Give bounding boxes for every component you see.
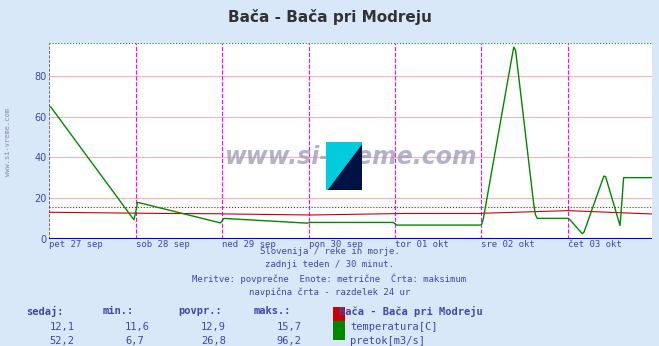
Text: pet 27 sep: pet 27 sep: [49, 240, 103, 249]
Bar: [326, 142, 344, 190]
Text: Bača - Bača pri Modreju: Bača - Bača pri Modreju: [227, 9, 432, 25]
Text: pon 30 sep: pon 30 sep: [308, 240, 362, 249]
Text: 6,7: 6,7: [125, 336, 144, 346]
Text: Bača - Bača pri Modreju: Bača - Bača pri Modreju: [339, 306, 483, 317]
Text: ned 29 sep: ned 29 sep: [222, 240, 276, 249]
Text: 11,6: 11,6: [125, 322, 150, 333]
Text: min.:: min.:: [102, 306, 133, 316]
Bar: [344, 142, 362, 190]
Text: sedaj:: sedaj:: [26, 306, 64, 317]
Bar: [333, 307, 345, 326]
Text: povpr.:: povpr.:: [178, 306, 221, 316]
Text: 26,8: 26,8: [201, 336, 226, 346]
Text: Slovenija / reke in morje.
zadnji teden / 30 minut.
Meritve: povprečne  Enote: m: Slovenija / reke in morje. zadnji teden …: [192, 247, 467, 297]
Text: tor 01 okt: tor 01 okt: [395, 240, 449, 249]
Bar: [333, 321, 345, 340]
Text: 96,2: 96,2: [277, 336, 302, 346]
Text: temperatura[C]: temperatura[C]: [350, 322, 438, 333]
Text: 12,1: 12,1: [49, 322, 74, 333]
Text: maks.:: maks.:: [254, 306, 291, 316]
Text: www.si-vreme.com: www.si-vreme.com: [5, 108, 11, 176]
Text: sob 28 sep: sob 28 sep: [136, 240, 190, 249]
Text: www.si-vreme.com: www.si-vreme.com: [225, 145, 477, 169]
Text: čet 03 okt: čet 03 okt: [568, 240, 621, 249]
Text: sre 02 okt: sre 02 okt: [482, 240, 535, 249]
Text: 15,7: 15,7: [277, 322, 302, 333]
Text: 52,2: 52,2: [49, 336, 74, 346]
Text: 12,9: 12,9: [201, 322, 226, 333]
Polygon shape: [326, 142, 362, 190]
Text: pretok[m3/s]: pretok[m3/s]: [350, 336, 425, 346]
Polygon shape: [326, 142, 362, 190]
